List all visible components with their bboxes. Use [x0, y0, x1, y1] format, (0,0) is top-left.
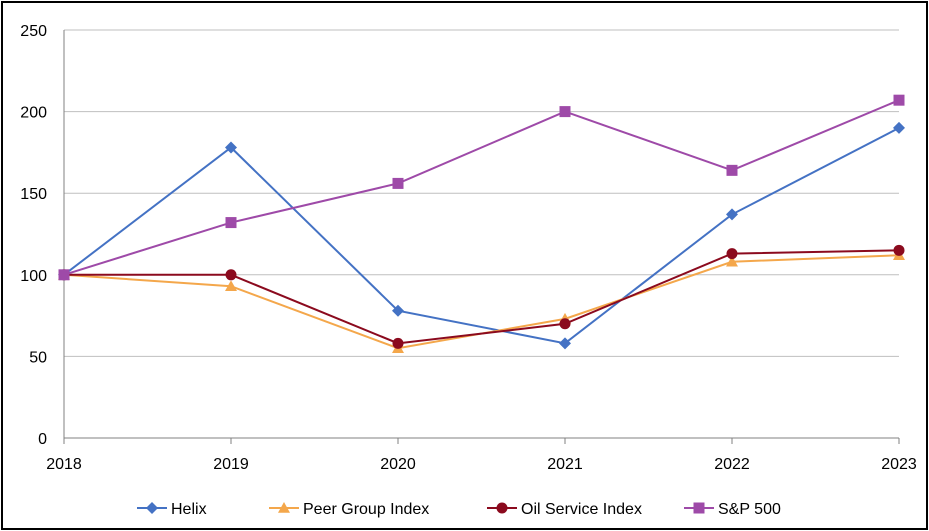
- data-point-2022: [726, 255, 738, 267]
- x-tick-labels: 2018 2019 2020 2021 2022 2023: [46, 456, 917, 473]
- data-point-2023: [893, 121, 905, 134]
- x-tick-label-2021: 2021: [547, 456, 583, 473]
- x-tick-label-2019: 2019: [213, 456, 249, 473]
- legend-marker: [146, 502, 158, 514]
- series-line: [64, 249, 900, 345]
- legend-label: S&P 500: [718, 501, 781, 518]
- legend-label: Peer Group Index: [303, 501, 429, 518]
- y-tick-label-150: 150: [20, 186, 47, 203]
- data-point-2022: [726, 164, 738, 176]
- data-point-2019: [225, 217, 237, 229]
- legend-label: Helix: [171, 501, 207, 518]
- x-tick-label-2022: 2022: [714, 456, 750, 473]
- y-tick-label-250: 250: [20, 23, 47, 40]
- legend-label: Oil Service Index: [521, 501, 642, 518]
- y-tick-labels: 0 50 100 150 200 250: [20, 23, 47, 448]
- data-point-2019: [225, 141, 237, 154]
- data-point-2021: [559, 106, 571, 118]
- series-s-p-500: [58, 94, 905, 281]
- series-line: [63, 99, 900, 276]
- x-tick-label-2018: 2018: [46, 456, 82, 473]
- x-tick-label-2023: 2023: [881, 456, 917, 473]
- data-point-2023: [893, 94, 905, 106]
- series-peer-group-index: [58, 249, 905, 354]
- legend-marker: [693, 502, 705, 514]
- series-line: [63, 127, 900, 345]
- x-tick-label-2020: 2020: [380, 456, 416, 473]
- data-point-2019: [225, 280, 237, 292]
- y-tick-label-100: 100: [20, 268, 47, 285]
- legend-marker: [278, 502, 290, 513]
- legend-item-s-p-500: S&P 500: [684, 501, 781, 518]
- data-point-2020: [392, 304, 404, 317]
- data-point-2022: [726, 208, 738, 221]
- legend: Helix Peer Group Index Oil Service Index S&…: [137, 501, 781, 518]
- legend-marker: [496, 502, 508, 514]
- y-tick-label-200: 200: [20, 105, 47, 122]
- data-point-2018: [58, 269, 70, 281]
- data-point-2022: [726, 248, 738, 260]
- axes: [63, 30, 900, 444]
- y-tick-label-0: 0: [38, 431, 47, 448]
- data-point-2019: [225, 269, 237, 281]
- data-point-2021: [559, 318, 571, 330]
- series-helix: [58, 121, 905, 350]
- y-tick-label-50: 50: [29, 349, 47, 366]
- legend-item-oil-service-index: Oil Service Index: [487, 501, 642, 518]
- data-point-2023: [893, 244, 905, 256]
- legend-item-peer-group-index: Peer Group Index: [269, 501, 429, 518]
- data-point-2020: [392, 177, 404, 189]
- data-point-2020: [392, 337, 404, 349]
- series-oil-service-index: [58, 244, 905, 349]
- legend-item-helix: Helix: [137, 501, 207, 518]
- data-point-2021: [559, 337, 571, 350]
- series-group: [58, 94, 905, 354]
